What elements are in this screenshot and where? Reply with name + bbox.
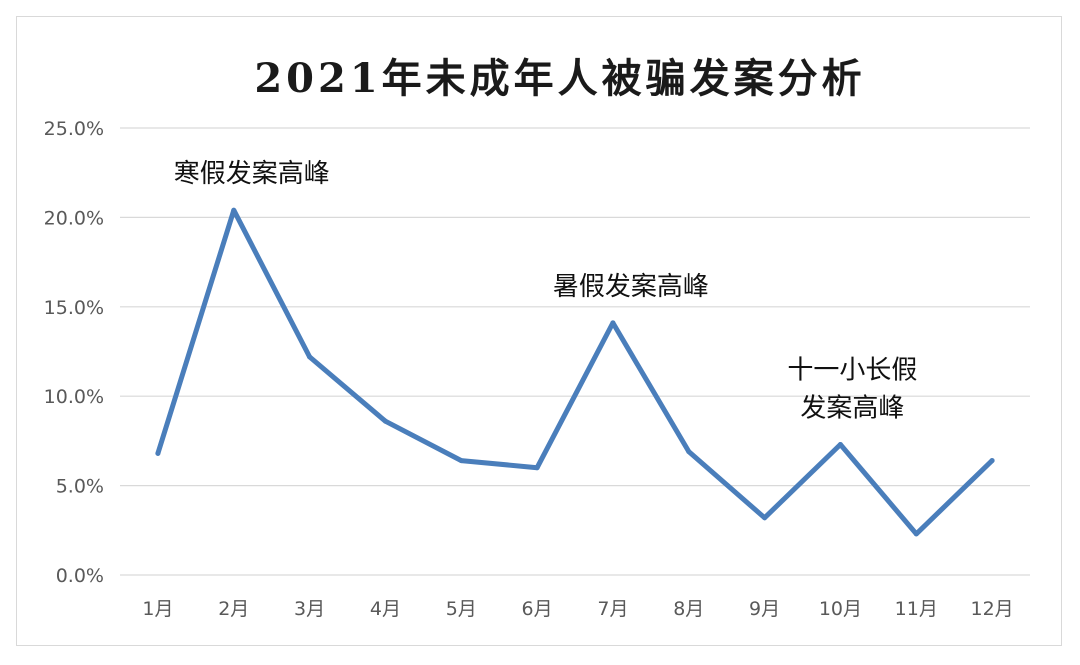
data-point — [382, 418, 388, 424]
data-point — [231, 207, 237, 213]
x-tick-label: 7月 — [597, 598, 628, 620]
x-tick-label: 9月 — [749, 598, 780, 620]
data-point — [307, 354, 313, 360]
chart-frame — [16, 16, 1062, 646]
x-tick-label: 11月 — [895, 598, 938, 620]
chart-title: 2021年未成年人被骗发案分析 — [254, 55, 865, 102]
y-tick-label: 20.0% — [44, 207, 104, 229]
x-axis-ticks: 1月 2月 3月 4月 5月 6月 7月 8月 9月 10月 11月 12月 — [142, 598, 1013, 620]
data-points — [155, 207, 995, 537]
y-tick-label: 5.0% — [56, 476, 104, 498]
x-tick-label: 5月 — [446, 598, 477, 620]
y-tick-label: 0.0% — [56, 565, 104, 587]
data-point — [913, 531, 919, 537]
x-tick-label: 6月 — [522, 598, 553, 620]
x-tick-label: 4月 — [370, 598, 401, 620]
annotation-text: 暑假发案高峰 — [553, 272, 709, 302]
annotation-text: 寒假发案高峰 — [174, 159, 330, 189]
y-axis-ticks: 0.0% 5.0% 10.0% 15.0% 20.0% 25.0% — [44, 118, 104, 587]
x-tick-label: 2月 — [218, 598, 249, 620]
series-line — [155, 207, 995, 537]
data-point — [610, 320, 616, 326]
x-tick-label: 10月 — [819, 598, 862, 620]
data-point — [686, 449, 692, 455]
y-tick-label: 15.0% — [44, 297, 104, 319]
y-tick-label: 10.0% — [44, 386, 104, 408]
x-tick-label: 3月 — [294, 598, 325, 620]
annotation-text: 发案高峰 — [800, 393, 904, 423]
x-tick-label: 12月 — [970, 598, 1013, 620]
y-tick-label: 25.0% — [44, 118, 104, 140]
data-point — [989, 458, 995, 464]
x-tick-label: 8月 — [673, 598, 704, 620]
data-point — [458, 458, 464, 464]
data-point — [762, 515, 768, 521]
data-point — [837, 441, 843, 447]
x-tick-label: 1月 — [142, 598, 173, 620]
annotation-text: 十一小长假 — [787, 355, 917, 385]
data-point — [534, 465, 540, 471]
data-point — [155, 450, 161, 456]
